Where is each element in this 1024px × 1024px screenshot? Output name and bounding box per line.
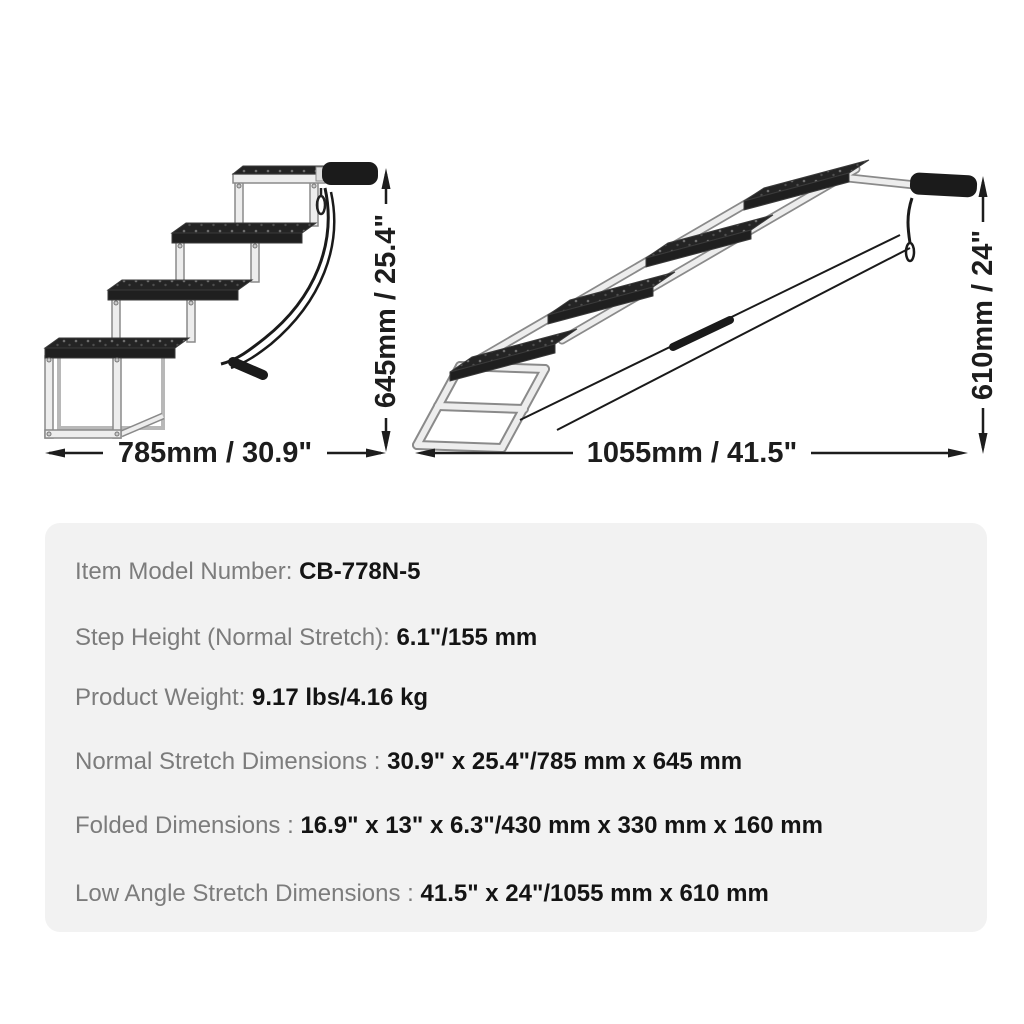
spec-row-folded-dimensions: Folded Dimensions : 16.9" x 13" x 6.3"/4… — [75, 810, 967, 842]
carabiner-clip-icon — [904, 241, 916, 263]
spec-value: 41.5" x 24"/1055 mm x 610 mm — [420, 880, 769, 907]
arrow-down-icon — [978, 433, 988, 454]
spec-value: CB-778N-5 — [299, 558, 421, 585]
spec-label: Item Model Number: — [75, 558, 300, 585]
spec-value: 6.1"/155 mm — [396, 624, 538, 651]
strap-and-clip — [904, 197, 916, 263]
arrow-left-icon — [45, 448, 65, 458]
spec-row-product-weight: Product Weight: 9.17 lbs/4.16 kg — [75, 682, 967, 714]
height-label-normal: 645mm / 25.4" — [370, 214, 400, 408]
spec-row-model-number: Item Model Number: CB-778N-5 — [75, 556, 967, 588]
spec-value: 30.9" x 25.4"/785 mm x 645 mm — [387, 748, 743, 775]
dimension-height-low-angle — [978, 176, 988, 454]
arrow-left-icon — [415, 448, 435, 458]
dimension-width-normal — [45, 448, 386, 458]
spec-row-normal-stretch-dimensions: Normal Stretch Dimensions : 30.9" x 25.4… — [75, 746, 967, 778]
spec-value: 16.9" x 13" x 6.3"/430 mm x 330 mm x 160… — [300, 812, 823, 839]
foot-ramp-frame — [412, 361, 550, 453]
dimension-width-low-angle — [415, 448, 968, 458]
spec-value: 9.17 lbs/4.16 kg — [251, 684, 429, 711]
figure-normal-stretch: 785mm / 30.9" 645mm / 25.4" — [43, 162, 400, 469]
stair-treads-stretched — [449, 159, 870, 382]
width-label-normal: 785mm / 30.9" — [118, 437, 312, 469]
spec-row-step-height: Step Height (Normal Stretch): 6.1"/155 m… — [75, 622, 967, 654]
spec-panel: Item Model Number: CB-778N-5 Step Height… — [45, 523, 987, 932]
carry-handle — [909, 172, 978, 198]
spec-label: Normal Stretch Dimensions : — [75, 748, 388, 775]
stair-treads-normal — [43, 165, 337, 359]
arrow-up-icon — [978, 176, 988, 197]
spec-label: Folded Dimensions : — [75, 812, 301, 839]
height-label-low-angle: 610mm / 24" — [967, 230, 999, 400]
arrow-down-icon — [381, 431, 391, 452]
tension-cables — [519, 234, 911, 431]
spec-label: Product Weight: — [75, 684, 252, 711]
figure-low-angle-stretch: 1055mm / 41.5" 610mm / 24" — [412, 159, 999, 469]
arrow-right-icon — [366, 448, 386, 458]
stair-frame-normal — [44, 173, 326, 439]
frame-screws — [46, 183, 317, 437]
spec-label: Low Angle Stretch Dimensions : — [75, 880, 421, 907]
width-label-low-angle: 1055mm / 41.5" — [587, 437, 797, 469]
safety-strap — [220, 187, 336, 380]
dimension-height-normal — [381, 168, 391, 452]
arrow-up-icon — [381, 168, 391, 189]
carabiner-clip-icon — [315, 188, 327, 216]
arrow-right-icon — [948, 448, 968, 458]
spec-label: Step Height (Normal Stretch): — [75, 624, 397, 651]
spec-row-low-angle-stretch-dimensions: Low Angle Stretch Dimensions : 41.5" x 2… — [75, 878, 967, 910]
carry-handle — [315, 162, 378, 185]
